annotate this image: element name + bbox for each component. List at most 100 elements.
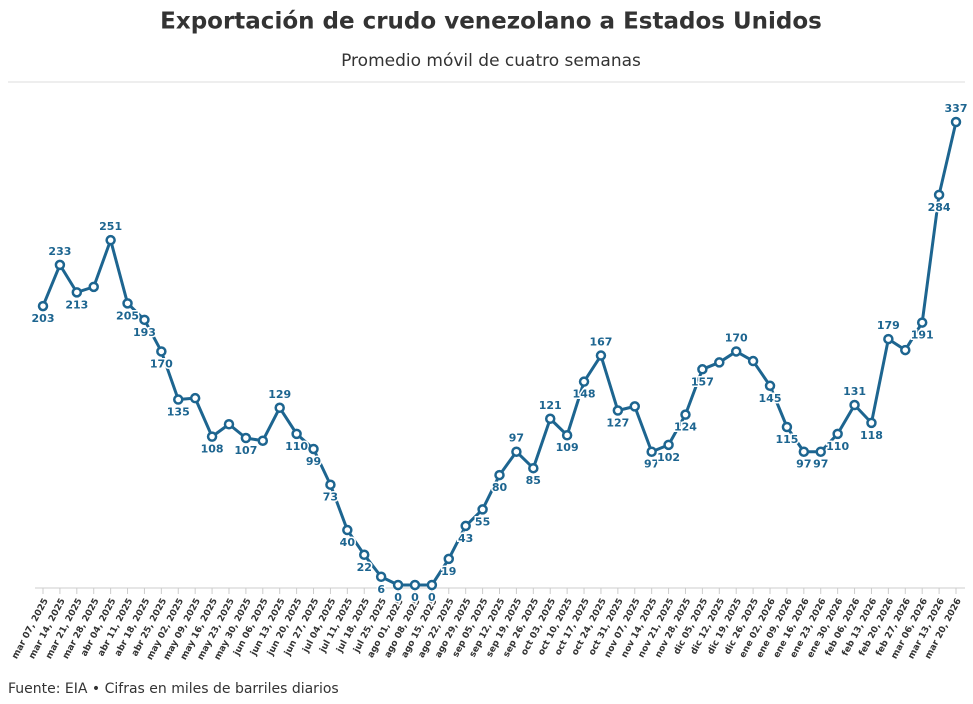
data-label: 85 [526,474,541,487]
data-label: 203 [32,312,55,325]
marker [139,314,150,326]
marker [358,549,370,561]
marker [781,421,793,433]
marker [680,409,691,420]
marker [697,364,708,375]
data-label: 205 [116,309,139,322]
marker [612,405,624,416]
marker [443,553,455,565]
marker [544,413,556,425]
data-label: 110 [826,440,849,453]
marker [257,435,269,446]
data-label: 73 [323,491,338,504]
marker [189,392,201,404]
data-label: 118 [860,429,883,442]
data-label: 135 [167,406,190,419]
marker [240,432,252,444]
marker [730,346,742,357]
marker [325,479,336,490]
data-label: 170 [150,357,173,370]
data-label: 55 [475,515,490,528]
data-label: 99 [306,455,321,468]
data-label: 43 [458,532,473,545]
marker [54,259,66,271]
data-label: 97 [644,458,659,471]
marker [663,439,674,451]
marker [832,428,843,440]
marker [37,300,49,312]
data-label: 97 [813,458,828,471]
data-label: 121 [539,399,562,412]
data-label: 191 [911,329,934,342]
marker [274,402,285,414]
marker [122,298,133,309]
marker [206,431,218,442]
marker [883,333,894,345]
marker [629,401,641,412]
data-label: 0 [411,591,419,604]
data-label: 107 [234,444,257,457]
source-note: Fuente: EIA • Cifras en miles de barrile… [8,681,339,697]
marker [342,524,353,536]
marker [291,428,302,440]
data-label: 102 [657,451,680,464]
data-label: 213 [65,298,88,311]
data-label: 157 [691,375,714,388]
marker [595,350,607,361]
data-label: 124 [674,421,697,434]
data-label: 97 [509,432,524,445]
line [41,121,958,587]
marker [392,579,404,591]
marker [900,344,911,356]
marker [511,446,522,457]
data-label: 108 [201,443,224,456]
data-label: 22 [357,561,372,574]
data-label: 145 [759,392,782,405]
data-label: 40 [340,536,356,549]
marker [173,394,184,405]
marker [528,462,539,474]
chart-title: Exportación de crudo venezolano a Estado… [160,9,822,35]
marker [156,346,167,357]
marker [561,429,573,441]
marker [308,443,319,455]
data-label: 131 [843,385,866,398]
data-label: 0 [394,591,402,604]
marker [950,116,962,128]
data-label: 110 [285,440,308,453]
marker [105,234,116,246]
marker [798,446,810,457]
data-label: 179 [877,319,900,332]
marker [375,571,387,583]
marker [714,357,725,368]
data-label: 109 [556,441,579,454]
marker [933,189,945,201]
marker [409,579,421,591]
data-label: 0 [428,591,436,604]
data-label: 170 [725,331,748,344]
data-label: 19 [441,565,456,578]
marker [764,380,776,392]
marker [815,446,826,457]
marker [866,417,877,429]
marker [88,281,99,293]
data-label: 167 [589,336,612,349]
marker [646,446,657,457]
data-label: 127 [606,417,629,430]
marker [747,355,759,367]
data-label: 337 [945,102,968,115]
marker [849,399,860,411]
data-label: 6 [377,583,385,596]
marker [71,287,83,298]
data-label: 284 [928,201,951,214]
data-label: 129 [268,388,291,401]
chart-subtitle: Promedio móvil de cuatro semanas [341,51,641,71]
data-label: 193 [133,326,156,339]
marker [426,579,438,591]
data-label: 251 [99,220,122,233]
marker [223,419,235,430]
marker [477,504,488,515]
data-label: 97 [796,458,811,471]
data-label: 148 [573,388,596,401]
data-label: 115 [775,433,798,446]
